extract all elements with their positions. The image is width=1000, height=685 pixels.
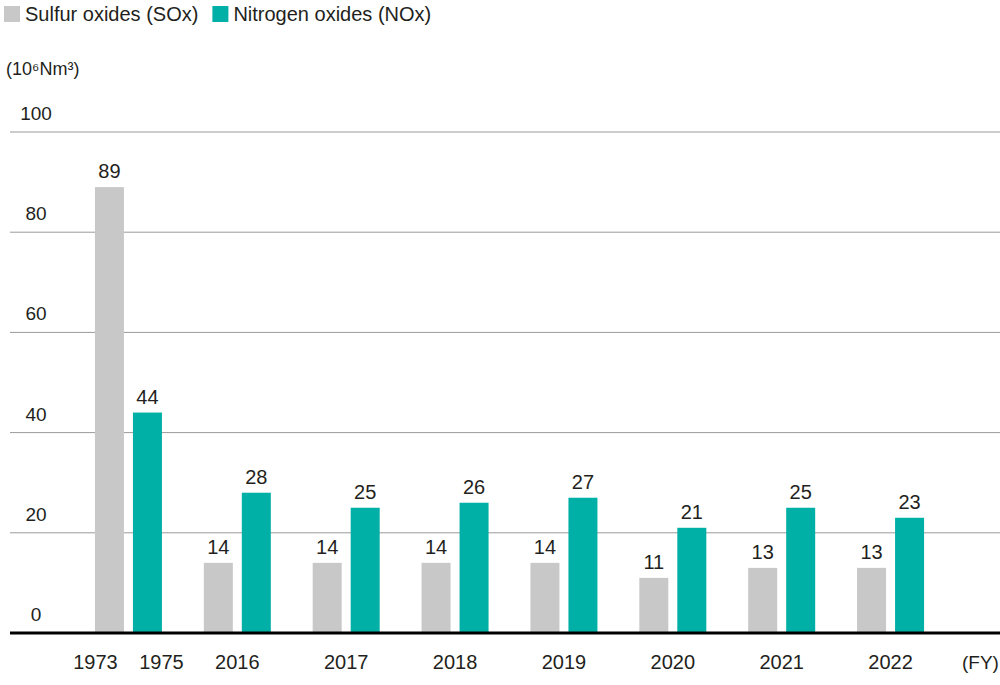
x-axis-label: (FY) [962, 652, 999, 673]
legend: Sulfur oxides (SOx) Nitrogen oxides (NOx) [4, 3, 431, 25]
data-label: 44 [136, 386, 158, 408]
x-tick-label: 2022 [868, 651, 913, 673]
x-tick-label: 2021 [759, 651, 804, 673]
bar [677, 528, 706, 633]
data-label: 28 [245, 466, 267, 488]
data-label: 89 [98, 160, 120, 182]
bar [242, 493, 271, 633]
bar [857, 568, 886, 633]
grid-line [10, 332, 1000, 333]
legend-label: Nitrogen oxides (NOx) [233, 3, 431, 25]
legend-swatch [4, 6, 20, 22]
bar [422, 563, 451, 633]
x-axis [10, 632, 1000, 635]
x-tick-label: 2017 [324, 651, 369, 673]
bar [530, 563, 559, 633]
data-label: 21 [681, 501, 703, 523]
legend-label: Sulfur oxides (SOx) [25, 3, 198, 25]
y-tick-label: 60 [25, 303, 46, 324]
bar [351, 508, 380, 633]
data-label: 14 [207, 536, 229, 558]
data-labels: 89 44 14 28 14 25 14 26 14 27 11 21 13 25 13 23 [98, 160, 920, 573]
bars [95, 187, 924, 633]
chart: 0 20 40 60 80 100 89 44 14 28 14 25 14 26 14 27 11 21 13 25… [0, 0, 1000, 685]
x-tick-label: 2016 [215, 651, 260, 673]
bar [313, 563, 342, 633]
grid-line [10, 132, 1000, 133]
bar [786, 508, 815, 633]
data-label: 26 [463, 476, 485, 498]
data-label: 23 [898, 491, 920, 513]
data-label: 11 [643, 551, 664, 573]
data-label: 14 [425, 536, 447, 558]
grid-line [10, 232, 1000, 233]
legend-swatch [212, 6, 228, 22]
y-tick-label: 100 [20, 103, 52, 124]
bar [748, 568, 777, 633]
y-axis-label: (10⁶Nm³) [6, 59, 79, 79]
data-label: 27 [572, 471, 594, 493]
x-tick-label: 2019 [542, 651, 587, 673]
y-tick-label: 80 [25, 203, 46, 224]
data-label: 14 [534, 536, 556, 558]
bar [895, 518, 924, 633]
y-tick-label: 0 [31, 604, 42, 625]
x-tick-label: 2018 [433, 651, 478, 673]
data-label: 13 [860, 541, 882, 563]
bar [204, 563, 233, 633]
data-label: 25 [354, 481, 376, 503]
x-tick-label: 2020 [651, 651, 696, 673]
bar [133, 413, 162, 633]
data-label: 14 [316, 536, 338, 558]
bar [460, 503, 489, 633]
bar [639, 578, 668, 633]
x-tick-label: 1975 [139, 651, 184, 673]
y-tick-label: 20 [25, 504, 46, 525]
y-tick-label: 40 [25, 404, 46, 425]
bar [95, 187, 124, 633]
data-label: 25 [790, 481, 812, 503]
data-label: 13 [752, 541, 774, 563]
bar [568, 498, 597, 633]
x-tick-label: 1973 [73, 651, 118, 673]
